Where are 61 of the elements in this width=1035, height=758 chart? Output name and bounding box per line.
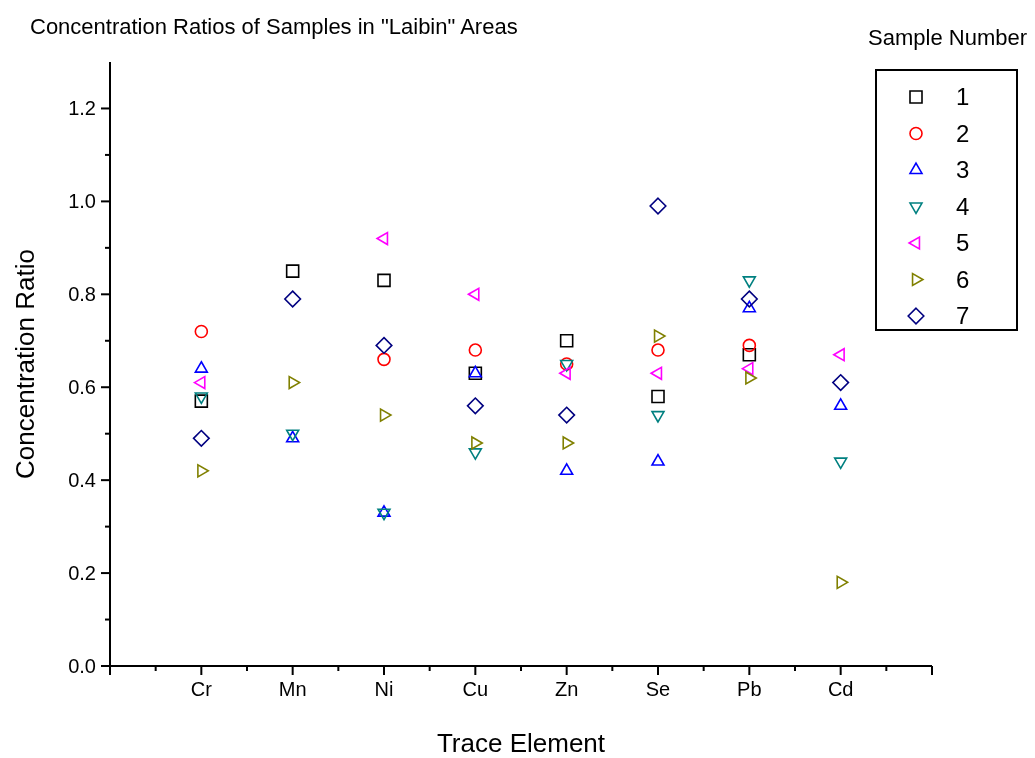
point (833, 457, 848, 470)
point (742, 338, 757, 353)
point (833, 398, 848, 411)
x-tick-label: Zn (554, 678, 579, 700)
y-tick-label: 1.2 (68, 97, 96, 120)
legend-label: 4 (956, 192, 970, 220)
point (375, 336, 393, 355)
point (742, 300, 757, 313)
point (741, 361, 754, 376)
point (466, 397, 484, 415)
point (832, 373, 850, 392)
point (562, 436, 575, 450)
point (377, 352, 391, 367)
point (194, 324, 209, 339)
x-tick-label: Mn (278, 678, 307, 700)
legend-label: 3 (956, 156, 970, 184)
point (377, 273, 391, 288)
chart-title: Concentration Ratios of Samples in "Laibin" Areas (30, 14, 518, 39)
point (284, 290, 302, 308)
y-tick-label: 0.8 (68, 283, 96, 306)
y-tick-label: 1.0 (68, 190, 96, 213)
y-axis-title: Concentration Ratio (10, 249, 40, 479)
legend-title: Sample Number (868, 25, 1027, 50)
legend-label: 2 (956, 119, 970, 147)
y-tick-label: 0.6 (68, 376, 96, 399)
point (651, 343, 665, 357)
x-tick-label: Se (645, 678, 671, 700)
point (651, 389, 665, 404)
legend-label: 7 (956, 302, 970, 330)
point (651, 410, 665, 423)
point (377, 508, 391, 521)
point (558, 406, 576, 424)
point (288, 375, 301, 390)
y-tick-label: 0.0 (68, 655, 96, 677)
point (742, 347, 757, 362)
y-tick-label: 0.2 (68, 562, 96, 585)
point (467, 287, 480, 302)
legend-label: 5 (956, 229, 970, 257)
point (559, 333, 574, 348)
point (193, 375, 206, 390)
x-tick-label: Pb (737, 678, 762, 700)
x-tick-label: Cr (190, 678, 213, 700)
point (376, 231, 389, 246)
point (836, 575, 849, 590)
legend-label: 1 (956, 83, 970, 111)
point (192, 429, 210, 447)
y-tick-label: 0.4 (68, 469, 96, 492)
point (653, 329, 666, 343)
point (468, 343, 483, 357)
point (468, 448, 483, 460)
point (285, 264, 300, 278)
x-axis-title: Trace Element (436, 728, 606, 758)
x-tick-label: Cu (462, 678, 489, 700)
x-tick-label: Ni (374, 678, 394, 700)
legend-label: 6 (956, 265, 970, 293)
point (740, 290, 758, 308)
point (559, 463, 574, 476)
point (650, 366, 663, 381)
x-tick-label: Cd (827, 678, 854, 700)
point (379, 408, 392, 422)
point (649, 197, 667, 215)
